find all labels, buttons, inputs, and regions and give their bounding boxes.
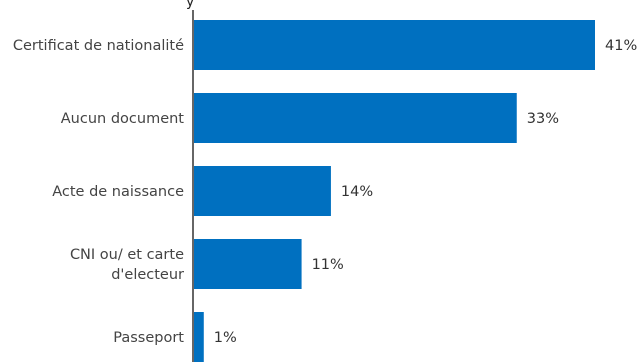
category-label-4: Passeport — [113, 330, 184, 346]
bar-2 — [194, 166, 331, 216]
value-label-4: 1% — [214, 330, 237, 346]
value-label-0: 41% — [605, 38, 637, 54]
category-label-2: Acte de naissance — [52, 184, 184, 200]
category-label-3: CNI ou/ et carte d'electeur — [70, 247, 184, 283]
bar-4 — [194, 312, 204, 362]
cropped-title-fragment: y — [186, 0, 194, 10]
bar-3 — [194, 239, 302, 289]
category-label-0: Certificat de nationalité — [13, 38, 184, 54]
value-label-3: 11% — [312, 257, 344, 273]
value-label-1: 33% — [527, 111, 559, 127]
bar-0 — [194, 20, 595, 70]
bar-1 — [194, 93, 517, 143]
category-label-1: Aucun document — [61, 111, 185, 127]
value-label-2: 14% — [341, 184, 373, 200]
